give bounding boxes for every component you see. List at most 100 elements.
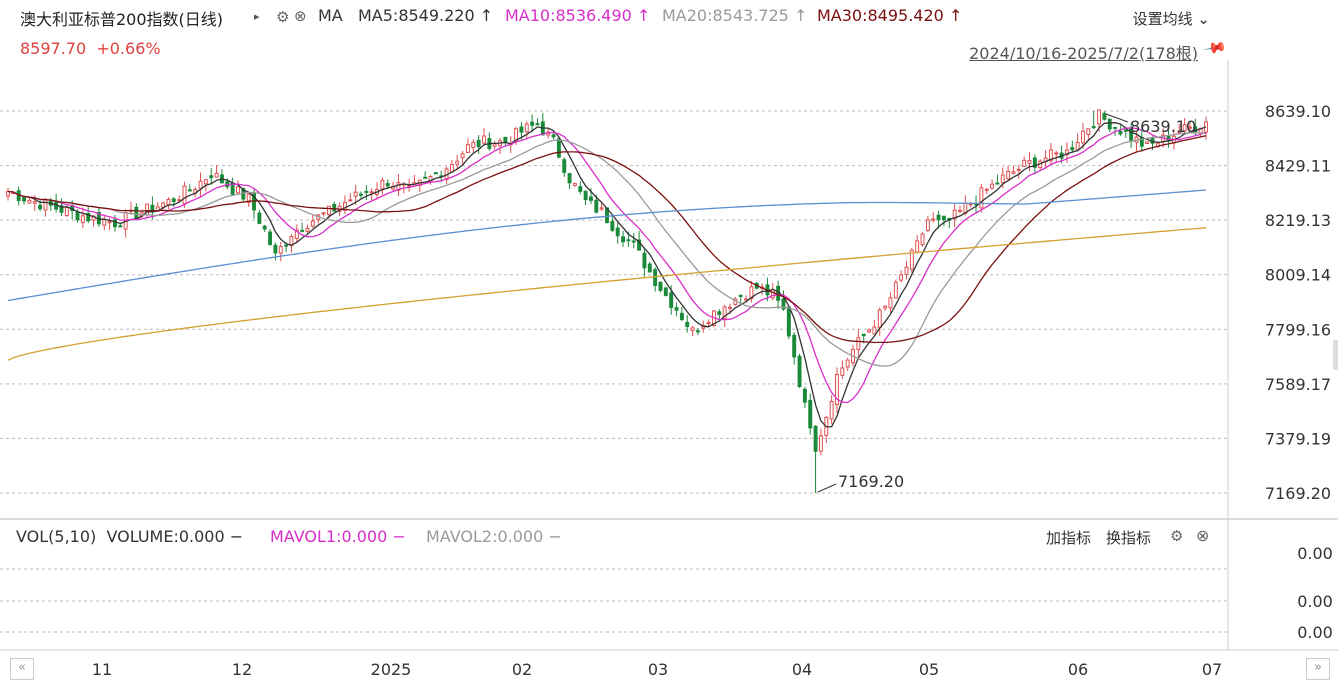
candle-body: [642, 252, 647, 269]
ma-settings-button[interactable]: 设置均线 ⌄: [1132, 10, 1210, 28]
candle-body: [893, 281, 898, 299]
candle-body: [728, 306, 732, 309]
candle-body: [187, 189, 192, 192]
scroll-left-button[interactable]: «: [10, 658, 34, 680]
candle-body: [883, 305, 888, 309]
ma5-line: [7, 122, 1207, 428]
candle-body: [572, 182, 577, 186]
candle-body: [134, 206, 139, 220]
candle-body: [920, 233, 925, 246]
volume-close-icon[interactable]: ⊗: [1196, 526, 1210, 545]
title-dropdown-icon[interactable]: ▸: [254, 10, 260, 23]
close-icon[interactable]: ⊗: [294, 7, 307, 25]
candle-body: [599, 207, 604, 210]
x-axis: 11 12 2025 02 03 04 05 06 07: [92, 660, 1222, 679]
candle-body: [471, 141, 476, 149]
candle-body: [679, 312, 684, 321]
switch-indicator-button[interactable]: 换指标: [1106, 529, 1152, 547]
gear-icon[interactable]: ⚙: [276, 8, 290, 26]
candle-body: [1027, 160, 1032, 164]
candle-body: [915, 240, 920, 253]
ma20-line: [7, 132, 1207, 367]
x-tick-label: 2025: [371, 660, 412, 679]
candle-body: [1193, 126, 1198, 133]
candle-body: [236, 186, 240, 194]
candle-body: [578, 186, 583, 192]
y-tick-label: 8009.14: [1265, 266, 1331, 285]
scrollbar-handle[interactable]: [1333, 340, 1338, 370]
date-range[interactable]: 2024/10/16-2025/7/2(178根): [969, 44, 1198, 63]
y-tick-label: 8219.13: [1265, 211, 1331, 230]
volume-y-tick: 0.00: [1297, 592, 1333, 611]
candle-body: [818, 435, 823, 452]
ma-long2-line: [7, 227, 1207, 361]
ma10-line: [7, 127, 1207, 404]
volume-grid: 0.00 0.00 0.00: [0, 544, 1333, 642]
candle-body: [706, 322, 711, 325]
price-readout: 8597.70 +0.66%: [20, 39, 161, 58]
candle-body: [1032, 157, 1037, 168]
candle-body: [476, 139, 481, 148]
candle-body: [107, 221, 112, 224]
candle-body: [936, 214, 941, 221]
candle-body: [380, 179, 385, 190]
candle-body: [867, 329, 872, 333]
candle-body: [562, 159, 567, 173]
x-tick-label: 11: [92, 660, 112, 679]
low-arrow: [817, 483, 837, 493]
candle-body: [952, 209, 957, 220]
y-tick-label: 7169.20: [1265, 484, 1331, 503]
candle-body: [1145, 141, 1150, 144]
candle-body: [594, 199, 599, 213]
candle-body: [1054, 152, 1059, 155]
candle-body: [321, 212, 326, 215]
candle-body: [32, 201, 37, 204]
candle-body: [530, 121, 535, 126]
candle-body: [305, 227, 310, 232]
candle-body: [262, 225, 267, 230]
candle-body: [1022, 159, 1027, 167]
candle-body: [27, 199, 32, 204]
candle-body: [663, 287, 668, 296]
y-axis: 8639.10 8429.11 8219.13 8009.14 7799.16 7589.…: [1265, 102, 1331, 503]
candle-body: [1097, 109, 1101, 125]
candle-body: [396, 182, 401, 191]
candle-body: [941, 215, 946, 221]
candle-body: [1075, 141, 1080, 151]
candle-body: [829, 400, 834, 420]
mavol1-readout: MAVOL1:0.000 −: [270, 527, 406, 546]
candle-body: [1091, 126, 1096, 129]
candle-body: [1048, 149, 1053, 162]
candle-body: [1102, 112, 1107, 120]
y-tick-label: 8639.10: [1265, 102, 1331, 121]
candle-body: [519, 126, 524, 133]
candle-body: [904, 266, 909, 275]
candle-body: [64, 206, 69, 217]
candle-body: [38, 204, 43, 210]
candle-body: [802, 388, 807, 403]
candle-body: [637, 239, 642, 251]
candle-body: [909, 249, 914, 270]
candle-body: [583, 190, 588, 201]
ma20-readout: MA20:8543.725 ↑: [662, 6, 808, 25]
y-tick-label: 7799.16: [1265, 320, 1331, 339]
candle-body: [75, 211, 80, 221]
candle-body: [647, 263, 652, 273]
x-tick-label: 06: [1068, 660, 1088, 679]
ma30-line: [7, 135, 1207, 344]
candle-body: [198, 180, 203, 189]
candle-body: [118, 225, 123, 228]
candle-body: [182, 185, 187, 205]
candle-body: [588, 196, 593, 201]
candle-body: [621, 236, 626, 243]
ma-long1-line: [7, 189, 1207, 302]
candle-body: [792, 334, 797, 358]
volume-gear-icon[interactable]: ⚙: [1170, 527, 1184, 545]
scroll-right-button[interactable]: »: [1306, 658, 1330, 680]
candle-body: [626, 239, 631, 242]
add-indicator-button[interactable]: 加指标: [1046, 529, 1092, 547]
candle-body: [214, 172, 219, 178]
candle-body: [369, 191, 374, 194]
candle-body: [59, 205, 64, 213]
